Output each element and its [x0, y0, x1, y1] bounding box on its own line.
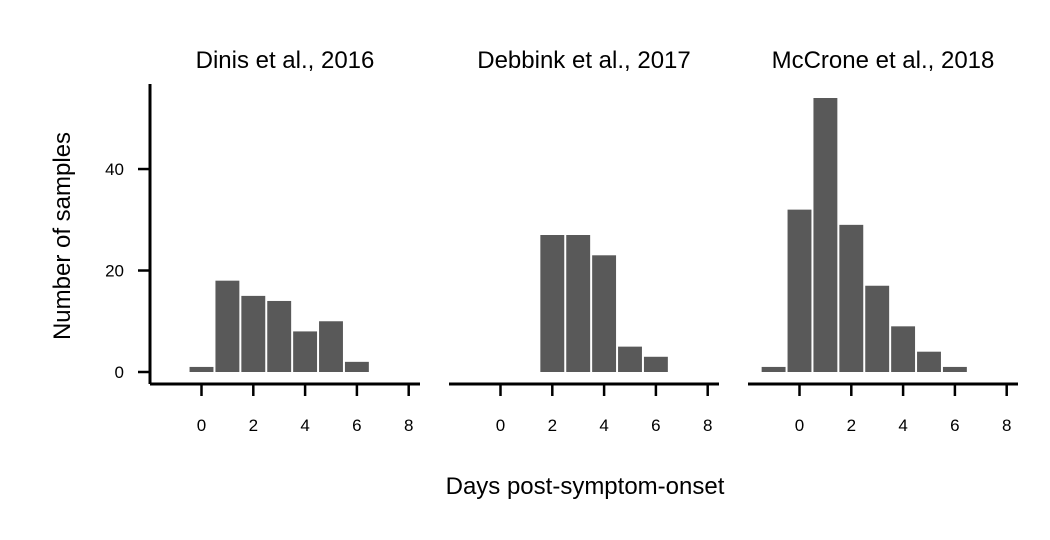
histogram-bar: [787, 209, 812, 372]
y-tick-label: 40: [105, 160, 124, 179]
panel-2: Debbink et al., 2017 0 2 4 6 8: [449, 47, 719, 435]
x-tick-label: 8: [404, 416, 413, 435]
x-tick-label: 6: [651, 416, 660, 435]
histogram-bar: [566, 235, 591, 372]
x-tick-label: 2: [847, 416, 856, 435]
x-tick-label: 2: [249, 416, 258, 435]
panel-3: McCrone et al., 2018 0 2 4 6 8: [748, 47, 1018, 435]
histogram-bar: [618, 346, 642, 372]
histogram-bar: [540, 235, 565, 372]
histogram-bar: [917, 351, 941, 372]
histogram-bar: [319, 321, 343, 372]
histogram-bar: [267, 300, 292, 372]
histogram-bar: [344, 361, 369, 372]
panel-title: McCrone et al., 2018: [772, 47, 995, 74]
y-tick-label: 0: [115, 363, 124, 382]
histogram-bar: [942, 366, 967, 372]
x-tick-label: 6: [950, 416, 959, 435]
histogram-bar: [241, 295, 266, 372]
x-tick-label: 4: [599, 416, 608, 435]
panel-title: Dinis et al., 2016: [196, 47, 375, 74]
histogram-bar: [215, 280, 240, 372]
panel-1: Dinis et al., 2016 0 2 4 6 8: [150, 47, 420, 435]
histogram-bar: [643, 356, 668, 372]
x-tick-label: 2: [548, 416, 557, 435]
histogram-bar: [761, 366, 786, 372]
histogram-bar: [891, 326, 916, 372]
x-tick-label: 0: [197, 416, 206, 435]
histogram-bar: [865, 285, 890, 372]
histogram-bar: [813, 98, 838, 372]
x-tick-label: 4: [898, 416, 907, 435]
x-tick-label: 4: [300, 416, 309, 435]
x-tick-label: 8: [1002, 416, 1011, 435]
histogram-bar: [592, 255, 617, 372]
x-tick-label: 6: [352, 416, 361, 435]
panel-title: Debbink et al., 2017: [477, 47, 690, 74]
x-axis-title: Days post-symptom-onset: [446, 473, 725, 500]
y-axis-title: Number of samples: [49, 132, 76, 340]
x-tick-label: 0: [496, 416, 505, 435]
x-tick-label: 0: [795, 416, 804, 435]
x-tick-label: 8: [703, 416, 712, 435]
histogram-bar: [293, 331, 318, 372]
y-axis: 0 20 40: [105, 84, 152, 384]
y-tick-label: 20: [105, 262, 124, 281]
histogram-bar: [189, 366, 214, 372]
histogram-bar: [839, 224, 864, 372]
